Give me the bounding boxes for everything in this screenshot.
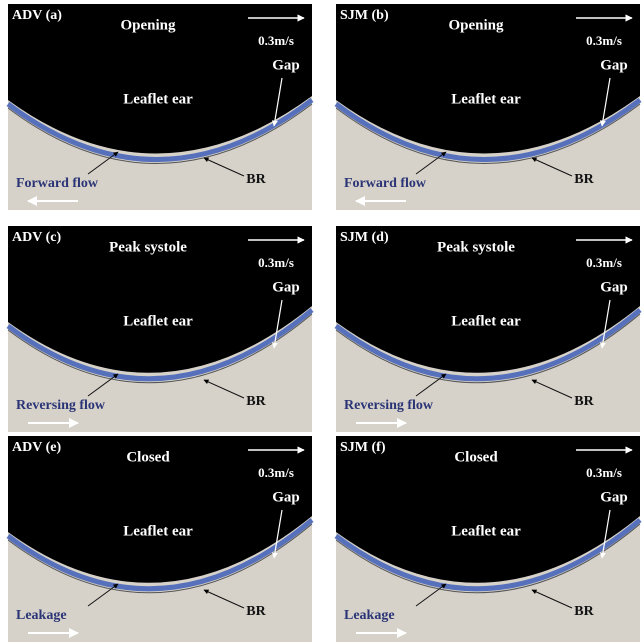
- scale-label: 0.3m/s: [258, 465, 294, 480]
- phase-label: Opening: [448, 17, 504, 33]
- phase-label: Opening: [120, 17, 176, 33]
- panel: ADV (c) Peak systole 0.3m/s Leaflet ear Gap B…: [8, 226, 312, 432]
- flow-label: Forward flow: [16, 176, 99, 191]
- phase-label: Closed: [126, 449, 170, 465]
- panel: SJM (f) Closed 0.3m/s Leaflet ear Gap BR Leaka…: [336, 436, 640, 642]
- phase-label: Peak systole: [109, 239, 187, 255]
- br-label: BR: [574, 604, 594, 619]
- scale-label: 0.3m/s: [586, 33, 622, 48]
- figure: ADV (a) Opening 0.3m/s Leaflet ear Gap BR Forw…: [0, 0, 642, 642]
- br-label: BR: [246, 172, 266, 187]
- panel: SJM (d) Peak systole 0.3m/s Leaflet ear Gap B…: [336, 226, 640, 432]
- phase-label: Closed: [454, 449, 498, 465]
- gap-label: Gap: [272, 489, 300, 505]
- gap-label: Gap: [600, 489, 628, 505]
- panel: SJM (b) Opening 0.3m/s Leaflet ear Gap BR Forw…: [336, 4, 640, 210]
- br-label: BR: [246, 604, 266, 619]
- panel: ADV (a) Opening 0.3m/s Leaflet ear Gap BR Forw…: [8, 4, 312, 210]
- panel-id: ADV (a): [12, 8, 62, 23]
- region-label: Leaflet ear: [123, 91, 193, 107]
- panel: ADV (e) Closed 0.3m/s Leaflet ear Gap BR Leaka…: [8, 436, 312, 642]
- scale-label: 0.3m/s: [586, 255, 622, 270]
- region-label: Leaflet ear: [123, 523, 193, 539]
- gap-label: Gap: [272, 279, 300, 295]
- br-label: BR: [574, 172, 594, 187]
- region-label: Leaflet ear: [451, 313, 521, 329]
- scale-label: 0.3m/s: [258, 33, 294, 48]
- panel-id: SJM (d): [340, 230, 389, 245]
- gap-label: Gap: [600, 57, 628, 73]
- scale-label: 0.3m/s: [258, 255, 294, 270]
- flow-label: Reversing flow: [344, 398, 434, 413]
- flow-label: Forward flow: [344, 176, 427, 191]
- gap-label: Gap: [600, 279, 628, 295]
- panel-id: ADV (c): [12, 230, 61, 245]
- region-label: Leaflet ear: [451, 91, 521, 107]
- br-label: BR: [246, 394, 266, 409]
- panel-id: SJM (b): [340, 8, 389, 23]
- scale-label: 0.3m/s: [586, 465, 622, 480]
- flow-label: Reversing flow: [16, 398, 106, 413]
- gap-label: Gap: [272, 57, 300, 73]
- panel-id: SJM (f): [340, 440, 386, 455]
- phase-label: Peak systole: [437, 239, 515, 255]
- br-label: BR: [574, 394, 594, 409]
- panel-id: ADV (e): [12, 440, 61, 455]
- region-label: Leaflet ear: [123, 313, 193, 329]
- region-label: Leaflet ear: [451, 523, 521, 539]
- flow-label: Leakage: [344, 608, 395, 623]
- flow-label: Leakage: [16, 608, 67, 623]
